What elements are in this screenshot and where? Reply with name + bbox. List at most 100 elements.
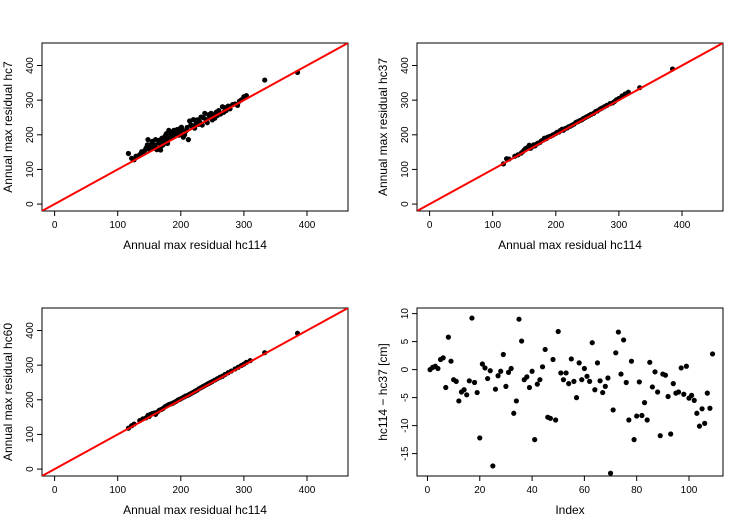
y-tick-label: 400	[25, 57, 36, 74]
data-point	[456, 398, 462, 404]
data-point	[566, 381, 572, 387]
data-point	[474, 389, 480, 396]
data-point	[542, 346, 548, 353]
data-point	[511, 410, 517, 416]
y-tick-label: 200	[400, 126, 411, 143]
y-tick-label: 0	[400, 366, 411, 372]
data-point	[495, 373, 501, 379]
data-point	[560, 377, 567, 383]
y-tick-label: 300	[25, 91, 36, 108]
identity-line	[42, 43, 348, 211]
y-tick-label: 300	[25, 356, 36, 373]
data-point	[490, 463, 496, 469]
data-point	[605, 375, 611, 381]
data-point	[597, 378, 603, 384]
data-point	[553, 417, 559, 423]
data-point	[587, 378, 593, 384]
data-point	[589, 340, 595, 346]
data-point	[707, 405, 713, 411]
data-point	[550, 356, 556, 363]
x-tick-label: 300	[236, 485, 253, 496]
x-axis-label: Annual max residual hc114	[123, 503, 267, 517]
data-point	[689, 392, 695, 398]
data-point	[448, 358, 454, 364]
panel-3: 0 100 200 300 400 0 100 200 300 400 Annual max res…	[1, 307, 349, 517]
data-point	[579, 377, 585, 383]
x-tick-label: 0	[52, 485, 58, 496]
x-tick-label: 300	[236, 220, 253, 231]
data-point	[492, 386, 499, 392]
data-point	[445, 334, 451, 340]
plot-frame	[416, 42, 724, 212]
data-point	[621, 337, 627, 343]
data-point	[691, 397, 697, 403]
x-tick-label: 60	[579, 485, 591, 496]
x-tick-label: 40	[527, 485, 539, 496]
plot-frame	[41, 42, 349, 212]
data-point	[618, 371, 624, 377]
data-point	[626, 417, 632, 423]
data-point	[636, 379, 642, 385]
data-point	[443, 384, 449, 391]
x-tick-label: 100	[109, 485, 126, 496]
identity-line	[42, 308, 348, 476]
data-point	[662, 372, 669, 378]
data-point	[652, 369, 658, 375]
data-point	[519, 338, 525, 344]
y-tick-label: 100	[400, 161, 411, 178]
data-point	[634, 413, 640, 419]
x-axis-label: Annual max residual hc114	[123, 238, 267, 252]
data-point	[440, 355, 446, 361]
x-tick-label: 200	[547, 220, 564, 231]
data-point	[631, 437, 637, 443]
data-point	[539, 364, 546, 370]
panel-1: 0 100 200 300 400 0 100 200 300 400 Annual max res…	[1, 42, 349, 252]
data-point	[516, 316, 522, 322]
x-tick-label: 300	[611, 220, 628, 231]
data-point	[532, 437, 538, 443]
data-point	[500, 351, 506, 358]
data-point	[185, 137, 191, 143]
data-point	[508, 365, 514, 372]
data-point	[145, 137, 151, 143]
data-point	[665, 393, 671, 400]
data-point	[602, 383, 608, 389]
x-axis-label: Annual max residual hc114	[498, 238, 642, 252]
data-point	[694, 410, 700, 416]
x-tick-label: 400	[299, 220, 316, 231]
plot-frame	[416, 307, 724, 477]
data-point	[573, 395, 580, 401]
y-axis-label: hc114 − hc37 [cm]	[376, 343, 390, 441]
x-tick-label: 20	[474, 485, 486, 496]
y-tick-label: 0	[25, 201, 36, 207]
data-point	[668, 431, 674, 437]
data-point	[628, 358, 635, 364]
data-point	[670, 381, 676, 387]
plot-frame	[41, 307, 349, 477]
data-point	[610, 407, 616, 413]
data-point	[558, 370, 564, 376]
data-point	[581, 365, 587, 372]
data-point	[190, 116, 197, 123]
data-point	[607, 470, 614, 476]
data-point	[681, 391, 687, 397]
data-point	[655, 389, 661, 395]
data-point	[584, 373, 590, 379]
data-point	[675, 389, 682, 395]
data-point	[576, 360, 582, 366]
data-point	[547, 415, 553, 421]
data-point	[568, 356, 574, 362]
y-tick-label: 10	[400, 308, 411, 320]
data-point	[262, 77, 268, 83]
y-tick-label: -5	[400, 393, 411, 402]
x-tick-label: 400	[299, 485, 316, 496]
y-tick-label: -15	[400, 446, 411, 461]
data-point	[555, 328, 561, 335]
y-tick-label: 5	[400, 338, 411, 344]
data-point	[623, 379, 629, 386]
x-tick-label: 200	[172, 220, 189, 231]
y-tick-label: 400	[400, 57, 411, 74]
data-point	[641, 400, 648, 406]
data-point	[704, 390, 710, 396]
